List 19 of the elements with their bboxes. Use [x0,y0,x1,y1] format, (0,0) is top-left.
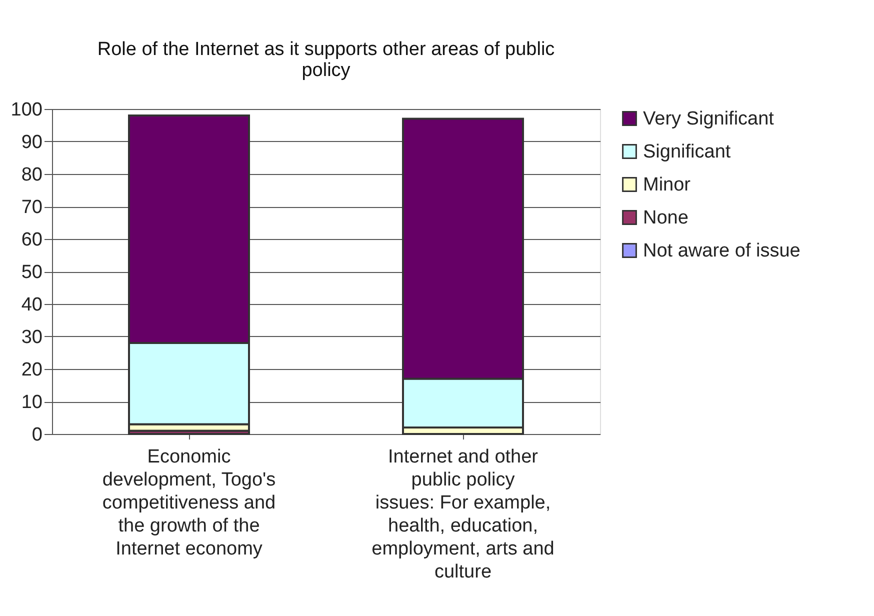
y-tick-label: 50 [21,262,42,283]
y-tick-label: 10 [21,392,42,413]
y-tick-label: 40 [21,294,42,316]
y-tick-label: 70 [21,197,42,218]
y-tick-label: 20 [21,360,42,380]
chart-title: Role of the Internet as it supports other areas of public policy [97,39,555,81]
legend-label: None [643,208,688,228]
legend-label: Significant [643,142,732,162]
y-tick-label: 100 [10,100,42,120]
legend-label: Very Significant [643,108,775,130]
x-tick-label: Economic development, Togo's competitiveness and the growth of the Internet economy [102,446,276,560]
y-tick-label: 90 [21,132,42,153]
y-tick-label: 60 [21,230,42,250]
y-tick-label: 80 [21,164,42,186]
y-tick-label: 30 [21,327,42,348]
legend-label: Minor [643,174,692,196]
x-tick-label: Internet and other public policy issues: For example, health, education, employment, arts and culture [372,446,554,582]
legend-label: Not aware of issue [643,240,800,262]
y-tick-label: 0 [32,424,42,446]
